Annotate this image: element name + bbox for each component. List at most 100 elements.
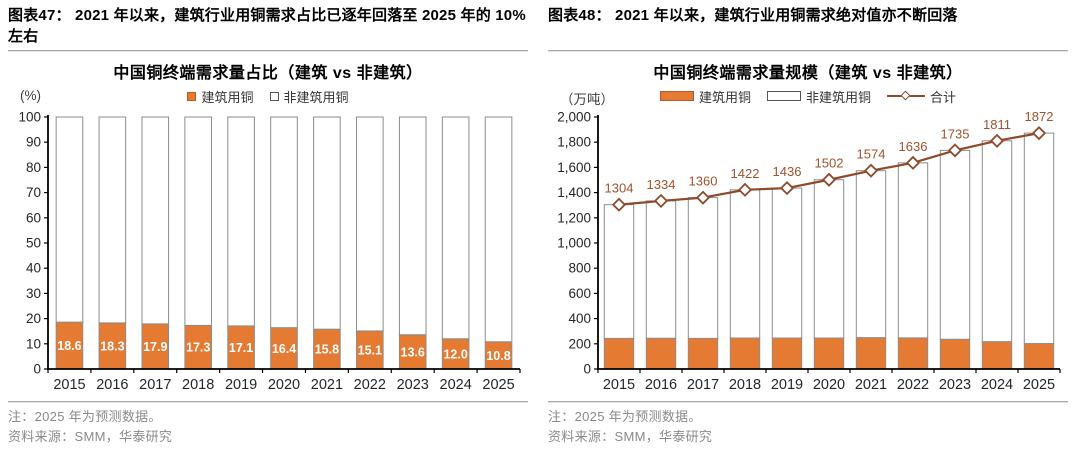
bar-label-2023: 13.6	[401, 345, 425, 359]
line-label-2022: 1636	[899, 139, 928, 154]
bar-建筑用铜-2025	[1023, 343, 1055, 370]
y-tick-label: 70	[26, 185, 41, 200]
y-tick-label: 600	[568, 286, 591, 301]
line-label-2019: 1436	[773, 164, 802, 179]
x-tick-label-2019: 2019	[225, 377, 257, 393]
x-tick-label-2016: 2016	[645, 377, 677, 393]
y-tick-label: 30	[26, 286, 41, 301]
line-diamond-swatch-icon	[887, 90, 925, 102]
legend-label: 非建筑用铜	[805, 89, 871, 105]
x-tick-label-2024: 2024	[440, 377, 472, 393]
bar-建筑用铜-2021	[855, 337, 887, 370]
x-tick-label-2022: 2022	[897, 377, 929, 393]
total-line: 1304 1334 1360 1422 1436 1502 1574 1636 1735 1811…	[605, 109, 1053, 212]
bar-建筑用铜-2016	[645, 337, 677, 370]
y-tick-label: 40	[26, 261, 41, 276]
y-tick-label: 1,800	[557, 135, 591, 150]
bar-非建筑用铜-2021	[313, 116, 341, 330]
x-tick-label-2020: 2020	[268, 377, 300, 393]
bar-非建筑用铜-2016	[98, 116, 127, 324]
footer-divider	[8, 401, 528, 403]
x-tick-label-2018: 2018	[729, 377, 761, 393]
y-tick-label: 800	[568, 261, 591, 276]
line-label-2021: 1574	[857, 147, 886, 162]
y-tick-label: 1,600	[557, 160, 591, 175]
bar-value-labels: 18.6 18.3 17.9 17.3 17.1 16.4 15.8 15.1 13.6 12.0…	[57, 339, 510, 363]
x-axis-ticks: 2015 2016 2017 2018 2019 2020 2021 2022 2023 2024…	[597, 369, 1061, 393]
bar-非建筑用铜-2020	[813, 179, 845, 339]
header-divider	[8, 50, 528, 52]
bar-建筑用铜-2024	[441, 338, 470, 370]
chart-48-legend: 建筑用铜 非建筑用铜 合计	[548, 86, 1068, 106]
bar-label-2020: 16.4	[272, 342, 296, 356]
footer-divider	[548, 401, 1068, 403]
bar-建筑用铜-2023	[939, 338, 971, 370]
bar-非建筑用铜-2015	[55, 116, 84, 323]
diamond-marker-2020	[821, 172, 837, 187]
diamond-marker-2016	[653, 193, 669, 208]
chart-48-canvas: 0 200 400 600 800 1,000 1,200 1,400 1,600 1,800 2,…	[557, 109, 1061, 393]
note-line: 注：2025 年为预测数据。	[548, 409, 702, 424]
x-tick-label-2019: 2019	[771, 377, 803, 393]
bar-建筑用铜-2019	[227, 325, 255, 370]
chart-47-legend: 建筑用铜 非建筑用铜	[8, 86, 528, 106]
x-tick-label-2020: 2020	[813, 377, 845, 393]
bar-非建筑用铜-2023	[939, 149, 971, 340]
diamond-marker-2015	[611, 197, 627, 212]
bar-建筑用铜-2018	[184, 324, 212, 370]
y-tick-label: 200	[568, 336, 591, 351]
bar-非建筑用铜-2016	[645, 200, 677, 339]
bar-非建筑用铜-2019	[227, 116, 255, 327]
y-tick-label: 60	[26, 210, 41, 225]
legend-label: 非建筑用铜	[283, 89, 349, 105]
y-axis-ticks: 0 10 20 30 40 50 60 70 80 90 100	[18, 110, 48, 377]
orange-square-swatch-icon	[187, 91, 197, 101]
line-label-2015: 1304	[605, 181, 634, 196]
orange-bar-swatch-icon	[659, 91, 694, 101]
y-axis-unit-label: (%)	[20, 88, 41, 103]
x-tick-label-2018: 2018	[182, 377, 214, 393]
diamond-marker-2023	[947, 143, 963, 158]
diamond-marker-2022	[905, 155, 921, 170]
bars	[55, 116, 513, 370]
bar-label-2019: 17.1	[229, 341, 253, 355]
legend-label: 合计	[930, 89, 957, 105]
bar-非建筑用铜-2022	[897, 162, 929, 339]
x-tick-label-2023: 2023	[397, 377, 429, 393]
bar-非建筑用铜-2023	[398, 116, 427, 336]
bar-非建筑用铜-2019	[771, 187, 803, 339]
bar-非建筑用铜-2018	[184, 116, 212, 326]
legend-item-total: 合计	[887, 87, 956, 106]
x-tick-label-2025: 2025	[1023, 377, 1055, 393]
line-label-2017: 1360	[689, 174, 718, 189]
x-tick-label-2016: 2016	[96, 377, 128, 393]
x-tick-label-2015: 2015	[53, 377, 85, 393]
x-tick-label-2017: 2017	[139, 377, 171, 393]
x-tick-label-2025: 2025	[482, 377, 514, 393]
diamond-marker-2019	[779, 180, 795, 196]
y-tick-label: 0	[33, 362, 41, 377]
figure-47-notes: 注：2025 年为预测数据。 资料来源：SMM，华泰研究	[8, 407, 528, 446]
header-divider	[548, 50, 1068, 52]
x-axis-ticks: 2015 2016 2017 2018 2019 2020 2021 2022 2023 2024…	[47, 369, 521, 393]
figure-47-header: 图表47： 2021 年以来，建筑行业用铜需求占比已逐年回落至 2025 年的 …	[8, 7, 526, 45]
line-label-2018: 1422	[731, 166, 760, 181]
bar-建筑用铜-2022	[897, 337, 929, 370]
x-tick-label-2023: 2023	[939, 377, 971, 393]
bar-label-2024: 12.0	[443, 347, 467, 361]
white-bar-swatch-icon	[766, 91, 801, 101]
line-label-2023: 1735	[941, 126, 970, 141]
bar-label-2016: 18.3	[100, 339, 124, 353]
source-line: 资料来源：SMM，华泰研究	[548, 428, 713, 444]
bar-建筑用铜-2018	[729, 337, 761, 370]
chart-47-legend-row: (%) 建筑用铜 非建筑用铜	[8, 86, 528, 106]
y-axis-unit-label: （万吨）	[560, 92, 614, 107]
line-label-2020: 1502	[815, 156, 844, 171]
y-tick-label: 80	[26, 160, 41, 175]
bar-label-2025: 10.8	[486, 349, 510, 363]
line-label-2024: 1811	[983, 117, 1011, 132]
y-tick-label: 1,200	[557, 210, 591, 225]
bar-建筑用铜-2020	[813, 337, 845, 370]
